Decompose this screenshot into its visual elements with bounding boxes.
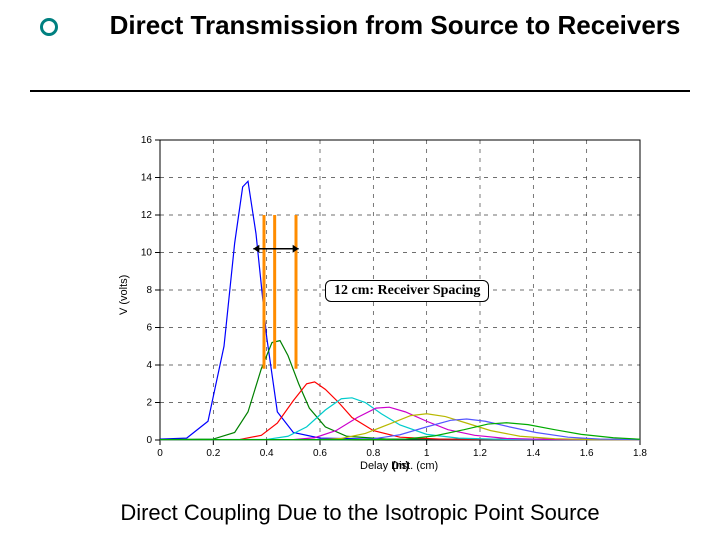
title-underline [30, 90, 690, 92]
svg-text:0.6: 0.6 [313, 448, 327, 459]
chart-svg: 0 0.2 0.4 0.6 0.8 1 1.2 1.4 1.6 1.8 0 2 4 6 8 10 12 14 16 [100, 130, 660, 480]
svg-text:16: 16 [141, 135, 153, 146]
svg-text:0.8: 0.8 [366, 448, 380, 459]
svg-text:8: 8 [146, 285, 152, 296]
svg-text:1.8: 1.8 [633, 448, 647, 459]
x-axis-label-override: (m) [392, 460, 409, 472]
svg-text:4: 4 [146, 360, 152, 371]
svg-text:1.4: 1.4 [526, 448, 540, 459]
svg-text:0.4: 0.4 [260, 448, 274, 459]
svg-text:1: 1 [424, 448, 430, 459]
svg-text:2: 2 [146, 398, 152, 409]
svg-text:6: 6 [146, 323, 152, 334]
slide-title: Direct Transmission from Source to Recei… [100, 10, 690, 41]
svg-text:1.6: 1.6 [580, 448, 594, 459]
svg-text:10: 10 [141, 248, 153, 259]
svg-text:0.2: 0.2 [206, 448, 220, 459]
svg-text:0: 0 [146, 435, 152, 446]
svg-text:14: 14 [141, 173, 153, 184]
svg-text:12: 12 [141, 210, 153, 221]
svg-text:0: 0 [157, 448, 163, 459]
receiver-spacing-callout: 12 cm: Receiver Spacing [325, 280, 489, 302]
slide-caption: Direct Coupling Due to the Isotropic Poi… [60, 500, 660, 526]
slide-bullet [40, 18, 58, 36]
y-axis-label: V (volts) [118, 275, 130, 315]
svg-text:1.2: 1.2 [473, 448, 487, 459]
chart: 00.20.40.60.811.21.41.61.80246810121416 … [100, 130, 660, 480]
